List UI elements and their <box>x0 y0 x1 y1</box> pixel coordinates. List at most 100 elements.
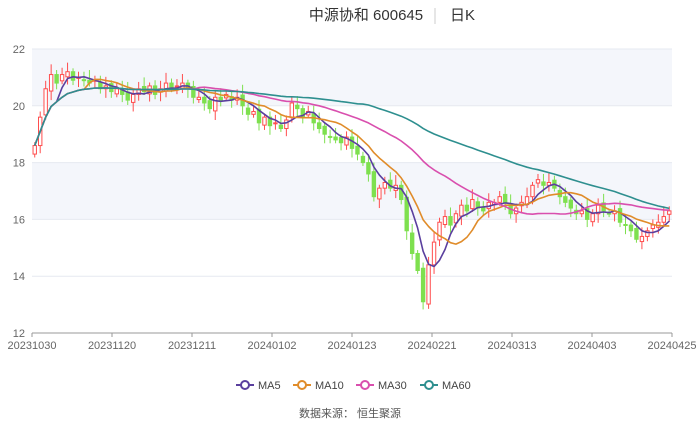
candle-body <box>344 136 349 146</box>
candlestick <box>191 80 196 104</box>
data-source: 数据来源： 恒生聚源 <box>299 406 401 420</box>
candlestick <box>617 200 623 228</box>
x-tick-label: 20240102 <box>248 340 297 352</box>
candle-body <box>568 199 573 209</box>
candlestick <box>43 80 48 120</box>
candle-body <box>327 135 333 138</box>
legend-item-ma5: MA5 <box>236 380 281 392</box>
period-label: 日K <box>450 7 475 24</box>
candle-body <box>409 232 415 254</box>
candlestick <box>409 223 415 260</box>
candle-body <box>218 96 223 101</box>
candlestick <box>48 64 54 101</box>
candle-body <box>448 216 453 226</box>
ma-line-ma5 <box>33 76 670 268</box>
legend-item-ma60: MA60 <box>420 380 471 392</box>
candlestick <box>54 70 59 90</box>
candle-body <box>623 224 628 227</box>
x-tick-label: 20231030 <box>8 340 57 352</box>
candle-body <box>459 204 464 217</box>
chart-title: 中源协和 600645 日K <box>309 7 475 24</box>
x-tick-label: 20240123 <box>328 340 377 352</box>
candle-body <box>579 210 584 215</box>
candle-body <box>338 137 344 144</box>
legend-swatch-marker <box>240 380 250 390</box>
candle-body <box>595 204 601 215</box>
candle-body <box>415 252 420 272</box>
candlestick <box>355 135 360 161</box>
legend: MA5 MA10 MA30 MA60 <box>236 380 471 392</box>
y-tick-label: 12 <box>13 328 25 340</box>
candlestick <box>595 198 601 223</box>
candle-body <box>245 107 251 115</box>
candle-body <box>628 224 634 232</box>
ma-line-ma60 <box>33 87 670 210</box>
x-tick-label: 20240221 <box>408 340 457 352</box>
candlestick <box>213 90 218 120</box>
candlestick <box>284 115 289 137</box>
candlestick <box>585 198 590 228</box>
candle-body <box>54 74 59 84</box>
candle-body <box>420 267 426 303</box>
candle-body <box>65 71 70 78</box>
candle-body <box>262 116 267 126</box>
candle-body <box>366 162 371 175</box>
candle-body <box>585 208 590 220</box>
candlestick <box>81 71 87 87</box>
candlestick <box>174 79 180 95</box>
candlestick <box>667 206 672 222</box>
candle-body <box>267 116 273 127</box>
candle-body <box>464 204 470 212</box>
candlestick <box>316 112 322 134</box>
legend-swatch-marker <box>424 380 434 390</box>
legend-label: MA30 <box>378 380 407 392</box>
candle-body <box>634 227 639 240</box>
candle-body <box>48 74 54 92</box>
moving-average-lines <box>33 76 670 268</box>
candlestick <box>415 250 420 274</box>
y-tick-label: 20 <box>13 101 25 113</box>
y-tick-label: 22 <box>13 44 25 56</box>
candle-body <box>202 96 207 104</box>
candlestick <box>344 131 349 150</box>
candle-body <box>645 230 650 237</box>
candlestick <box>535 173 541 188</box>
candle-body <box>650 224 656 229</box>
candle-body <box>535 179 541 184</box>
candle-body <box>273 122 278 125</box>
x-tick-label: 20231211 <box>168 340 216 352</box>
candle-body <box>207 100 212 110</box>
candle-body <box>382 181 388 189</box>
candle-body <box>256 108 262 124</box>
candlestick <box>377 184 382 209</box>
candlestick <box>448 207 453 233</box>
candle-body <box>196 96 202 101</box>
candlestick <box>431 231 437 274</box>
candlestick <box>327 129 333 144</box>
candlestick <box>65 62 70 85</box>
candle-body <box>481 207 486 212</box>
candle-body <box>617 208 623 223</box>
candle-body <box>377 187 382 200</box>
candle-body <box>371 171 377 198</box>
candle-body <box>541 181 546 186</box>
candle-body <box>284 119 289 130</box>
candle-body <box>667 210 672 215</box>
candlestick <box>442 209 448 228</box>
candle-body <box>174 85 180 88</box>
y-tick-label: 16 <box>13 214 25 226</box>
candle-body <box>131 93 136 103</box>
candle-body <box>661 216 666 223</box>
x-tick-label: 20240403 <box>568 340 617 352</box>
candle-body <box>590 213 595 223</box>
candle-body <box>278 124 284 130</box>
candle-body <box>470 199 475 210</box>
candlestick <box>196 89 202 103</box>
candle-body <box>437 221 442 241</box>
legend-swatch-marker <box>297 380 307 390</box>
background-bands <box>32 49 672 220</box>
legend-label: MA10 <box>315 380 344 392</box>
candle-body <box>191 85 196 98</box>
x-axis: 20231030 20231120 20231211 20240102 20240123… <box>8 332 696 352</box>
